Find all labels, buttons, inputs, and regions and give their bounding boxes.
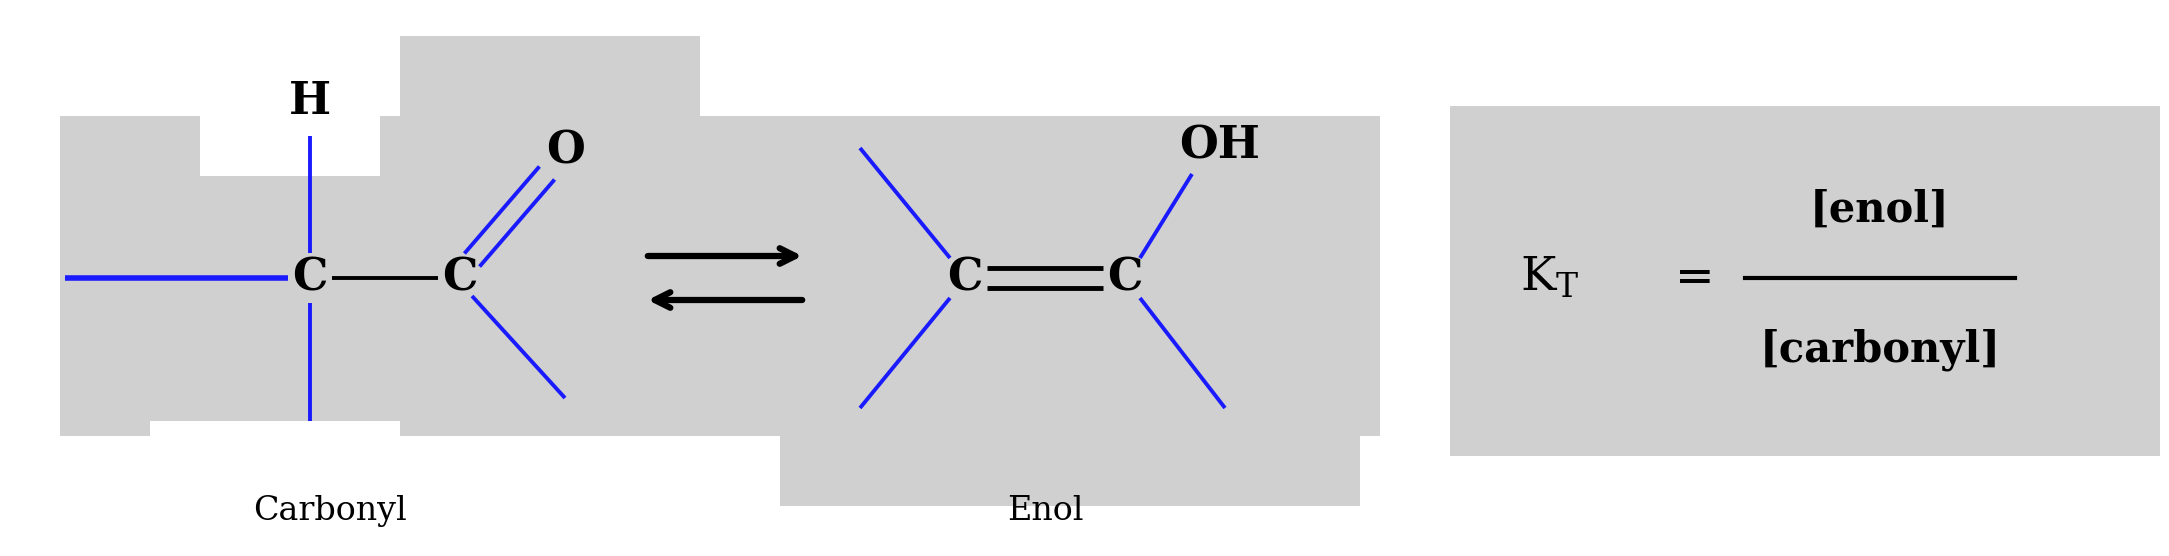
Text: C: C	[1108, 256, 1143, 300]
Text: O: O	[547, 130, 583, 172]
Text: C: C	[948, 256, 983, 300]
FancyBboxPatch shape	[150, 421, 399, 551]
Text: H: H	[288, 80, 332, 122]
FancyBboxPatch shape	[399, 36, 701, 236]
Text: C: C	[442, 256, 477, 300]
Text: Carbonyl: Carbonyl	[254, 495, 408, 527]
Text: C: C	[293, 256, 328, 300]
Text: $\mathregular{K_T}$: $\mathregular{K_T}$	[1520, 255, 1579, 301]
FancyBboxPatch shape	[200, 16, 380, 176]
Text: [carbonyl]: [carbonyl]	[1759, 329, 2000, 371]
FancyBboxPatch shape	[781, 416, 1360, 506]
FancyBboxPatch shape	[1451, 106, 2160, 456]
Text: [enol]: [enol]	[1811, 189, 1950, 231]
FancyBboxPatch shape	[61, 116, 1379, 436]
Text: Enol: Enol	[1006, 495, 1082, 527]
Text: =: =	[1674, 255, 1716, 301]
Text: OH: OH	[1180, 125, 1260, 167]
